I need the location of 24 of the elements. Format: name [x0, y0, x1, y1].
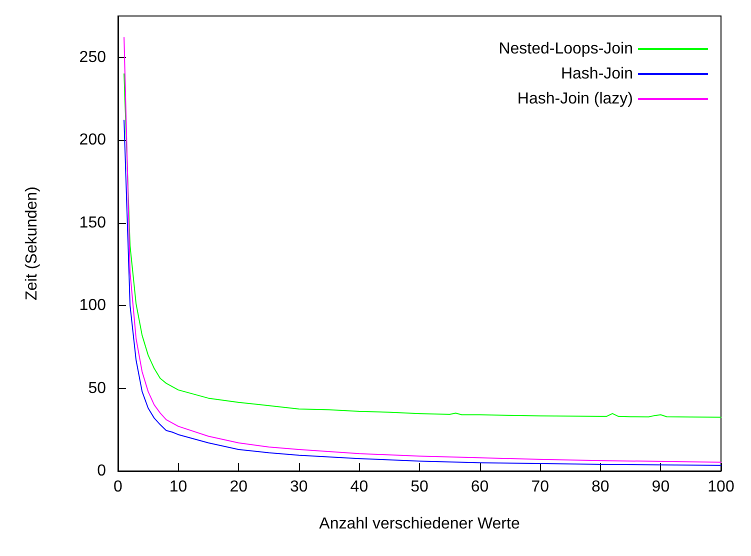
- legend-label: Hash-Join: [560, 66, 633, 82]
- x-tick-label: 90: [652, 478, 670, 496]
- y-axis-title: Zeit (Sekunden): [24, 186, 40, 300]
- legend-label: Nested-Loops-Join: [498, 40, 633, 58]
- y-tick-label: 250: [79, 48, 106, 66]
- y-tick-label: 200: [79, 132, 106, 149]
- y-tick-label: 100: [79, 297, 106, 314]
- y-tick-label: 50: [88, 380, 106, 397]
- x-tick-label: 80: [592, 478, 610, 496]
- x-tick-label: 20: [230, 478, 248, 496]
- x-tick-label: 30: [290, 478, 308, 496]
- x-tick-label: 60: [470, 478, 489, 496]
- y-tick-label: 150: [79, 214, 106, 232]
- x-tick-label: 0: [114, 478, 123, 496]
- y-tick-label: 0: [97, 462, 106, 480]
- line-series: [124, 37, 722, 463]
- x-tick-label: 10: [169, 478, 188, 496]
- x-tick-label: 40: [350, 478, 368, 496]
- legend-label: Hash-Join (lazy): [517, 90, 633, 108]
- line-series: [124, 120, 722, 466]
- x-tick-label: 70: [531, 478, 550, 496]
- x-tick-label: 50: [410, 478, 428, 496]
- x-tick-label: 100: [708, 478, 734, 496]
- x-axis-title: Anzahl verschiedener Werte: [319, 516, 520, 532]
